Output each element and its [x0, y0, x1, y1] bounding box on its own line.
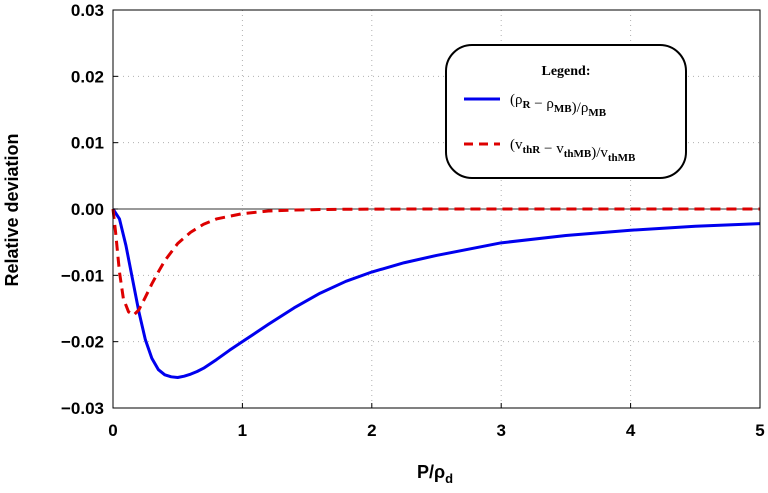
legend: Legend: (ρR − ρMB)/ρMB (vthR − vthMB)/vt… — [445, 44, 687, 179]
series-line-0 — [111, 208, 761, 379]
x-tick-label: 2 — [367, 421, 376, 440]
legend-label-rho: (ρR − ρMB)/ρMB — [510, 92, 607, 119]
x-tick-label: 4 — [626, 421, 636, 440]
y-tick-label: 0.02 — [71, 67, 104, 86]
y-axis-title: Relative deviation — [2, 133, 22, 286]
series-layer — [111, 207, 761, 379]
x-tick-label: 3 — [496, 421, 505, 440]
y-tick-label: 0.01 — [71, 134, 104, 153]
x-tick-label: 5 — [755, 421, 764, 440]
x-tick-label: 0 — [108, 421, 117, 440]
ticks: 0 1 2 3 4 5 −0.03 −0.02 −0.01 0.00 0.01 0.02 0.03 — [61, 1, 765, 440]
y-tick-label: −0.03 — [61, 399, 104, 418]
legend-box — [445, 44, 687, 179]
y-tick-label: −0.01 — [61, 266, 104, 285]
legend-title: Legend: — [542, 64, 591, 79]
y-tick-label: −0.02 — [61, 333, 104, 352]
x-axis-title: P/ρd — [417, 462, 453, 486]
y-tick-label: 0.00 — [71, 200, 104, 219]
x-tick-label: 1 — [238, 421, 247, 440]
series-line-1 — [111, 207, 760, 317]
y-tick-label: 0.03 — [71, 1, 104, 20]
legend-label-vth: (vthR − vthMB)/vthMB — [510, 137, 636, 164]
